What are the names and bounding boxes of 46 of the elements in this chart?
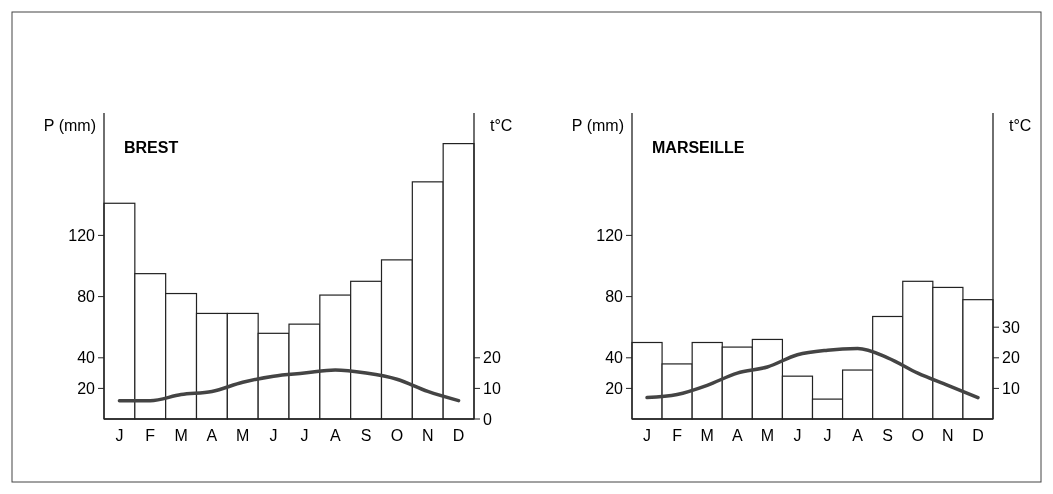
x-tick-label: A <box>731 427 743 444</box>
y2-axis-title: t°C <box>1009 117 1032 134</box>
y-tick-label: 120 <box>68 227 96 244</box>
line-series <box>117 368 461 403</box>
x-tick-label: M <box>700 427 714 444</box>
y-axis-title: P (mm) <box>571 117 624 134</box>
x-tick-label: S <box>882 427 894 444</box>
x-tick-label: F <box>145 427 156 444</box>
text: BREST <box>124 139 179 156</box>
x-tick-label: J <box>269 427 278 444</box>
x-tick-label: N <box>942 427 954 444</box>
x-tick-label: O <box>911 427 925 444</box>
x-tick-label: M <box>174 427 188 444</box>
y-axis-title: P (mm) <box>43 117 96 134</box>
y2-tick-label: 0 <box>483 410 492 428</box>
x-tick-label: J <box>115 427 124 444</box>
x-tick-label: N <box>421 427 434 444</box>
y-tick-label: 80 <box>605 288 624 306</box>
y2-axis-title: t°C <box>490 117 513 134</box>
y-tick-label: 80 <box>77 288 96 306</box>
line-series <box>645 346 980 400</box>
y2-tick-label: 10 <box>483 380 501 397</box>
y-tick-label: 20 <box>605 380 624 397</box>
x-tick-label: J <box>643 427 652 444</box>
x-tick-label: D <box>972 427 984 444</box>
x-tick-label: F <box>672 427 683 444</box>
text: MARSEILLE <box>652 139 745 156</box>
y2-tick-label: 20 <box>1002 349 1020 367</box>
x-tick-label: J <box>823 427 832 444</box>
y-tick-label: 40 <box>77 349 96 367</box>
x-tick-label: O <box>390 427 404 444</box>
x-tick-label: S <box>360 427 372 444</box>
x-tick-label: A <box>206 427 218 444</box>
x-tick-label: J <box>793 427 802 444</box>
x-tick-label: J <box>300 427 309 444</box>
y-tick-label: 40 <box>605 349 624 367</box>
y2-tick-label: 10 <box>1002 380 1020 397</box>
y2-tick-label: 20 <box>483 349 501 367</box>
x-tick-label: M <box>236 427 250 444</box>
y2-tick-label: 30 <box>1002 318 1020 336</box>
x-tick-label: A <box>329 427 341 444</box>
x-tick-label: M <box>760 427 775 444</box>
y-tick-label: 20 <box>77 380 96 397</box>
y-tick-label: 120 <box>596 227 624 244</box>
x-tick-label: A <box>852 427 864 444</box>
x-tick-label: D <box>452 427 465 444</box>
